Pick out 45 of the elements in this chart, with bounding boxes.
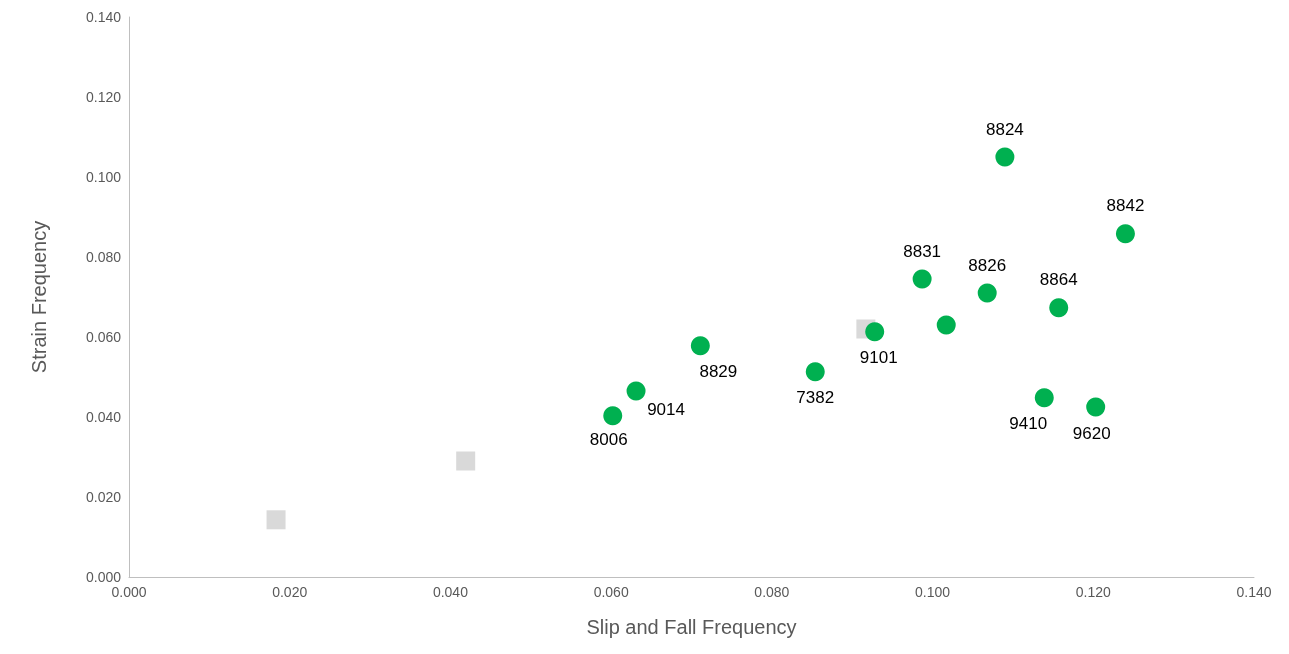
point xyxy=(266,510,286,530)
y-tick-label: 0.060 xyxy=(85,329,122,345)
point xyxy=(690,336,710,356)
x-tick-label: 0.140 xyxy=(1236,584,1272,600)
point xyxy=(805,362,825,382)
point xyxy=(1034,388,1054,408)
annotation: 8831 xyxy=(903,241,942,261)
x-tick-label: 0.120 xyxy=(1075,584,1112,600)
point xyxy=(1086,397,1106,417)
x-tick-label: 0.040 xyxy=(432,584,469,600)
point xyxy=(936,315,956,335)
annotation: 9101 xyxy=(859,348,898,368)
annotation: 8829 xyxy=(699,362,738,382)
x-tick-label: 0.060 xyxy=(593,584,629,600)
x-tick-label: 0.080 xyxy=(754,584,790,600)
point xyxy=(912,269,932,289)
point xyxy=(1115,224,1135,244)
point xyxy=(626,381,646,401)
annotation: 9410 xyxy=(1009,414,1048,434)
annotation: 8842 xyxy=(1106,196,1145,216)
x-axis-title: Slip and Fall Frequency xyxy=(586,616,797,638)
x-tick-label: 0.000 xyxy=(111,584,147,600)
point xyxy=(865,322,885,342)
y-tick-label: 0.020 xyxy=(85,489,122,505)
y-tick-label: 0.040 xyxy=(85,409,122,425)
y-axis-title: Strain Frequency xyxy=(28,220,50,374)
annotation: 8864 xyxy=(1039,270,1078,290)
annotation: 7382 xyxy=(796,388,835,408)
annotation: 9014 xyxy=(647,399,685,419)
annotation: 9620 xyxy=(1072,423,1111,443)
annotation: 8824 xyxy=(985,119,1024,139)
x-tick-label: 0.020 xyxy=(272,584,308,600)
point xyxy=(977,283,997,303)
y-tick-label: 0.120 xyxy=(85,89,122,105)
point xyxy=(1049,298,1069,318)
annotation: 8826 xyxy=(968,255,1007,275)
point xyxy=(603,406,623,426)
y-tick-label: 0.100 xyxy=(85,169,122,185)
y-tick-label: 0.000 xyxy=(85,569,122,585)
annotation: 8006 xyxy=(589,430,628,450)
y-tick-label: 0.080 xyxy=(85,249,122,265)
point xyxy=(456,451,476,471)
x-tick-label: 0.100 xyxy=(915,584,951,600)
y-tick-label: 0.140 xyxy=(85,9,122,25)
point xyxy=(995,147,1015,167)
